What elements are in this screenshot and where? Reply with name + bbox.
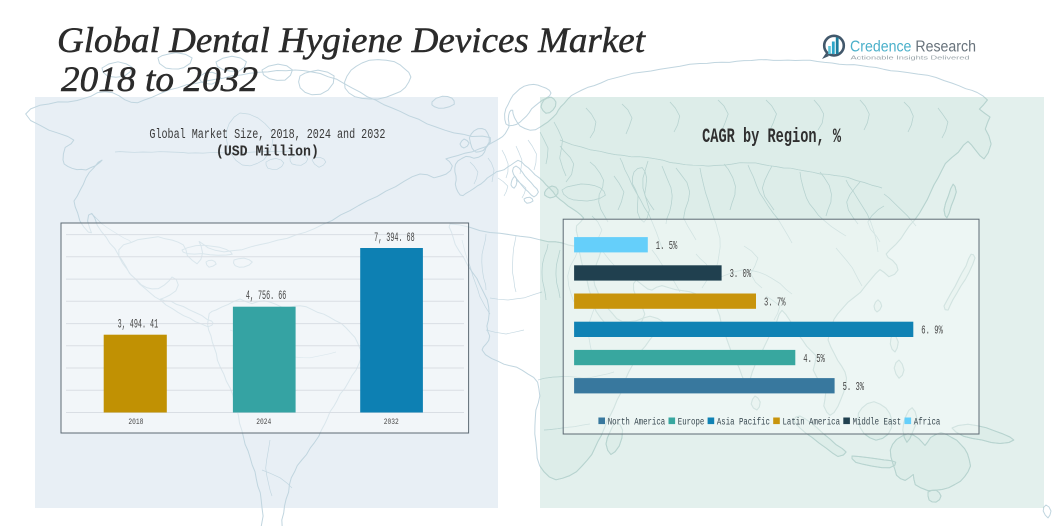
svg-text:1. 5%: 1. 5%: [656, 239, 678, 253]
svg-text:3, 494. 41: 3, 494. 41: [118, 318, 159, 332]
svg-text:2032: 2032: [384, 418, 399, 427]
svg-text:Latin America: Latin America: [783, 416, 841, 428]
svg-text:Middle East: Middle East: [853, 416, 902, 428]
svg-text:2018: 2018: [128, 418, 143, 427]
svg-text:3. 0%: 3. 0%: [730, 267, 752, 281]
svg-text:Global Market Size, 2018, 2024: Global Market Size, 2018, 2024 and 2032: [149, 128, 385, 143]
svg-text:3. 7%: 3. 7%: [764, 295, 786, 309]
svg-text:5. 3%: 5. 3%: [843, 380, 865, 394]
svg-text:7, 394. 68: 7, 394. 68: [374, 231, 415, 245]
svg-text:Credence Research: Credence Research: [850, 39, 976, 56]
svg-text:4, 756. 66: 4, 756. 66: [246, 289, 287, 303]
svg-text:2018 to 2032: 2018 to 2032: [61, 59, 258, 99]
svg-text:Asia Pacific: Asia Pacific: [717, 416, 770, 428]
svg-text:Africa: Africa: [914, 416, 941, 428]
svg-text:Europe: Europe: [678, 417, 705, 428]
svg-text:North America: North America: [608, 416, 666, 428]
svg-text:Global Dental Hygiene Devices: Global Dental Hygiene Devices Market: [57, 20, 646, 60]
svg-text:4. 5%: 4. 5%: [803, 352, 825, 366]
svg-text:2024: 2024: [256, 418, 271, 427]
svg-text:CAGR by Region, %: CAGR by Region, %: [702, 126, 842, 149]
svg-text:Actionable Insights Delivered: Actionable Insights Delivered: [851, 55, 970, 61]
svg-text:6. 9%: 6. 9%: [921, 324, 943, 338]
svg-text:(USD Million): (USD Million): [216, 145, 319, 161]
